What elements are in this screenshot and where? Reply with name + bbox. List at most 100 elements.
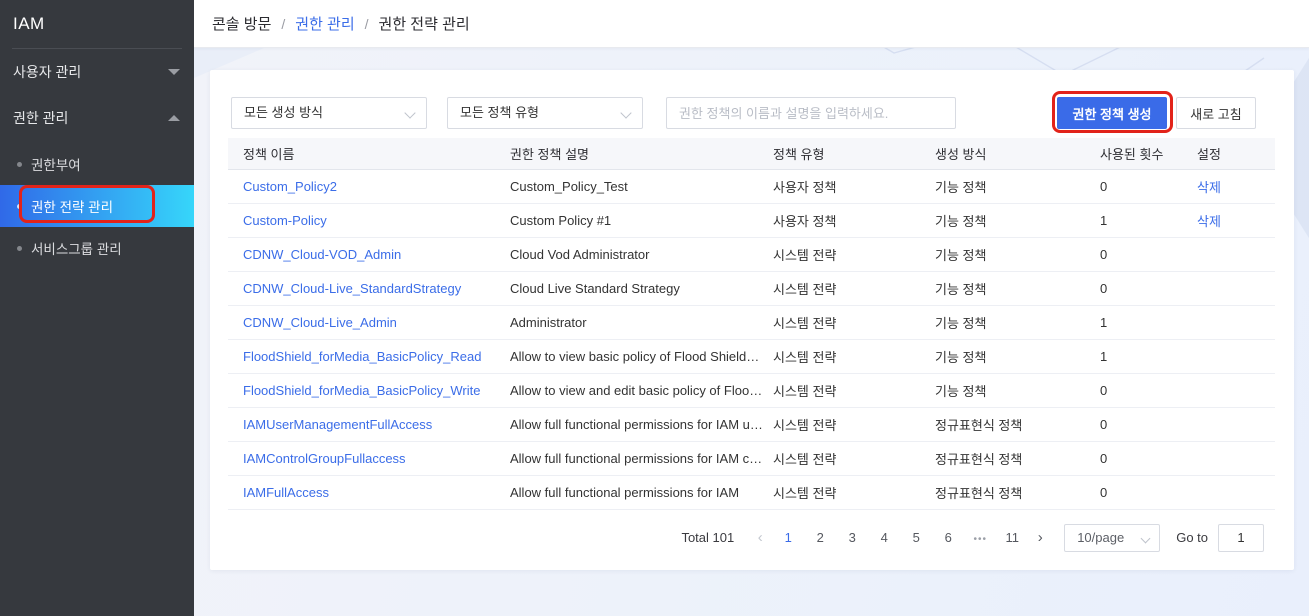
table-row: Custom-Policy Custom Policy #1 사용자 정책 기능 정책… bbox=[228, 203, 1275, 238]
policy-description: Custom Policy #1 bbox=[510, 203, 773, 238]
page-button[interactable]: 3 bbox=[848, 530, 856, 545]
used-count: 0 bbox=[1100, 373, 1197, 408]
sidebar-group-permission-management[interactable]: 권한 관리 bbox=[0, 95, 194, 141]
used-count: 1 bbox=[1100, 305, 1197, 340]
settings-cell: 삭제 bbox=[1197, 203, 1275, 238]
settings-cell: 삭제 bbox=[1197, 169, 1275, 204]
column-header: 설정 bbox=[1197, 138, 1275, 170]
divider bbox=[12, 48, 182, 49]
page-size-value: 10/page bbox=[1077, 529, 1125, 545]
policy-name-link[interactable]: CDNW_Cloud-Live_StandardStrategy bbox=[243, 280, 462, 296]
policy-name-cell: Custom_Policy2 bbox=[228, 169, 510, 204]
sidebar-group-user-management[interactable]: 사용자 관리 bbox=[0, 49, 194, 95]
policy-description: Allow full functional permissions for IA… bbox=[510, 475, 773, 510]
policy-table: 정책 이름 권한 정책 설명 정책 유형 생성 방식 사용된 횟수 설정 Custom_P… bbox=[228, 138, 1275, 510]
used-count: 0 bbox=[1100, 407, 1197, 442]
policy-type: 시스템 전략 bbox=[773, 271, 935, 306]
settings-cell bbox=[1197, 475, 1275, 510]
creation-method-select[interactable]: 모든 생성 방식 bbox=[231, 97, 427, 129]
policy-name-link[interactable]: CDNW_Cloud-Live_Admin bbox=[243, 314, 397, 330]
delete-link[interactable]: 삭제 bbox=[1197, 179, 1221, 195]
policy-name-cell: CDNW_Cloud-VOD_Admin bbox=[228, 237, 510, 272]
page-button[interactable]: 11 bbox=[1005, 530, 1019, 545]
table-row: CDNW_Cloud-VOD_Admin Cloud Vod Administra… bbox=[228, 237, 1275, 272]
table-head-row: 정책 이름 권한 정책 설명 정책 유형 생성 방식 사용된 횟수 설정 bbox=[228, 138, 1275, 170]
policy-name-cell: FloodShield_forMedia_BasicPolicy_Write bbox=[228, 373, 510, 408]
creation-method: 기능 정책 bbox=[935, 373, 1100, 408]
page-button[interactable]: 5 bbox=[912, 530, 920, 545]
table-row: FloodShield_forMedia_BasicPolicy_Write Al… bbox=[228, 373, 1275, 408]
used-count: 0 bbox=[1100, 475, 1197, 510]
sidebar-sub-item[interactable]: 권한 전략 관리 bbox=[0, 185, 194, 227]
table-row: IAMUserManagementFullAccess Allow full fu… bbox=[228, 407, 1275, 442]
settings-cell bbox=[1197, 407, 1275, 442]
breadcrumb-item[interactable]: 권한 관리 bbox=[295, 16, 355, 33]
pagination: Total 101 ‹ 1 2 3 4 5 6 ••• 11 › 10/page Go to bbox=[210, 523, 1264, 552]
used-count: 0 bbox=[1100, 441, 1197, 476]
table-row: CDNW_Cloud-Live_Admin Administrator 시스템 전략… bbox=[228, 305, 1275, 340]
policy-type: 시스템 전략 bbox=[773, 475, 935, 510]
settings-cell bbox=[1197, 373, 1275, 408]
policy-name-link[interactable]: CDNW_Cloud-VOD_Admin bbox=[243, 246, 402, 262]
sidebar-sub-item[interactable]: 서비스그룹 관리 bbox=[0, 227, 194, 269]
policy-type-select[interactable]: 모든 정책 유형 bbox=[447, 97, 643, 129]
policy-table-body: Custom_Policy2 Custom_Policy_Test 사용자 정책 기능… bbox=[228, 169, 1275, 510]
delete-link[interactable]: 삭제 bbox=[1197, 213, 1221, 229]
breadcrumb-item[interactable]: 콘솔 방문 bbox=[212, 16, 272, 33]
policy-name-link[interactable]: FloodShield_forMedia_BasicPolicy_Read bbox=[243, 348, 482, 364]
policy-type: 사용자 정책 bbox=[773, 169, 935, 204]
table-row: CDNW_Cloud-Live_StandardStrategy Cloud Li… bbox=[228, 271, 1275, 306]
policy-name-cell: CDNW_Cloud-Live_StandardStrategy bbox=[228, 271, 510, 306]
settings-cell bbox=[1197, 339, 1275, 374]
used-count: 1 bbox=[1100, 339, 1197, 374]
table-row: Custom_Policy2 Custom_Policy_Test 사용자 정책 기능… bbox=[228, 169, 1275, 204]
chevron-down-icon bbox=[620, 107, 632, 119]
app-title: IAM bbox=[13, 14, 45, 33]
page-size-select[interactable]: 10/page bbox=[1064, 523, 1161, 552]
sidebar-sub-item-label: 권한부여 bbox=[31, 158, 81, 173]
column-header: 생성 방식 bbox=[935, 138, 1100, 170]
page-ellipsis[interactable]: ••• bbox=[973, 534, 987, 545]
page-button[interactable]: 6 bbox=[944, 530, 952, 545]
page-button[interactable]: 4 bbox=[880, 530, 888, 545]
bullet-icon bbox=[17, 161, 22, 167]
policy-name-link[interactable]: IAMControlGroupFullaccess bbox=[243, 450, 406, 466]
policy-name-link[interactable]: IAMFullAccess bbox=[243, 484, 329, 500]
policy-search-input[interactable] bbox=[666, 97, 956, 129]
policy-name-link[interactable]: FloodShield_forMedia_BasicPolicy_Write bbox=[243, 382, 481, 398]
used-count: 0 bbox=[1100, 237, 1197, 272]
breadcrumb-item: 권한 전략 관리 bbox=[378, 16, 470, 33]
policy-description: Administrator bbox=[510, 305, 773, 340]
creation-method: 기능 정책 bbox=[935, 203, 1100, 238]
settings-cell bbox=[1197, 305, 1275, 340]
policy-name-link[interactable]: IAMUserManagementFullAccess bbox=[243, 416, 433, 432]
used-count: 1 bbox=[1100, 203, 1197, 238]
page-button[interactable]: 2 bbox=[816, 530, 824, 545]
creation-method: 정규표현식 정책 bbox=[935, 475, 1100, 510]
bullet-icon bbox=[17, 245, 22, 251]
policy-name-link[interactable]: Custom-Policy bbox=[243, 212, 327, 228]
refresh-button[interactable]: 새로 고침 bbox=[1176, 97, 1256, 129]
policy-name-link[interactable]: Custom_Policy2 bbox=[243, 178, 337, 194]
next-page-button[interactable]: › bbox=[1037, 529, 1043, 546]
policy-name-cell: Custom-Policy bbox=[228, 203, 510, 238]
column-header: 정책 유형 bbox=[773, 138, 935, 170]
sidebar-sub-item[interactable]: 권한부여 bbox=[0, 143, 194, 185]
create-policy-button[interactable]: 권한 정책 생성 bbox=[1057, 97, 1167, 129]
page-button[interactable]: 1 bbox=[784, 530, 792, 545]
creation-method: 정규표현식 정책 bbox=[935, 407, 1100, 442]
prev-page-button[interactable]: ‹ bbox=[757, 529, 763, 546]
goto-page-input[interactable] bbox=[1218, 523, 1264, 552]
settings-cell bbox=[1197, 237, 1275, 272]
page-list: 1 2 3 4 5 6 ••• 11 bbox=[772, 530, 1028, 545]
used-count: 0 bbox=[1100, 271, 1197, 306]
pagination-total: Total 101 bbox=[681, 530, 735, 545]
creation-method: 기능 정책 bbox=[935, 237, 1100, 272]
column-header: 정책 이름 bbox=[228, 138, 510, 170]
column-header: 사용된 횟수 bbox=[1100, 138, 1197, 170]
chevron-down-icon bbox=[168, 69, 180, 75]
policy-name-cell: FloodShield_forMedia_BasicPolicy_Read bbox=[228, 339, 510, 374]
used-count: 0 bbox=[1100, 169, 1197, 204]
